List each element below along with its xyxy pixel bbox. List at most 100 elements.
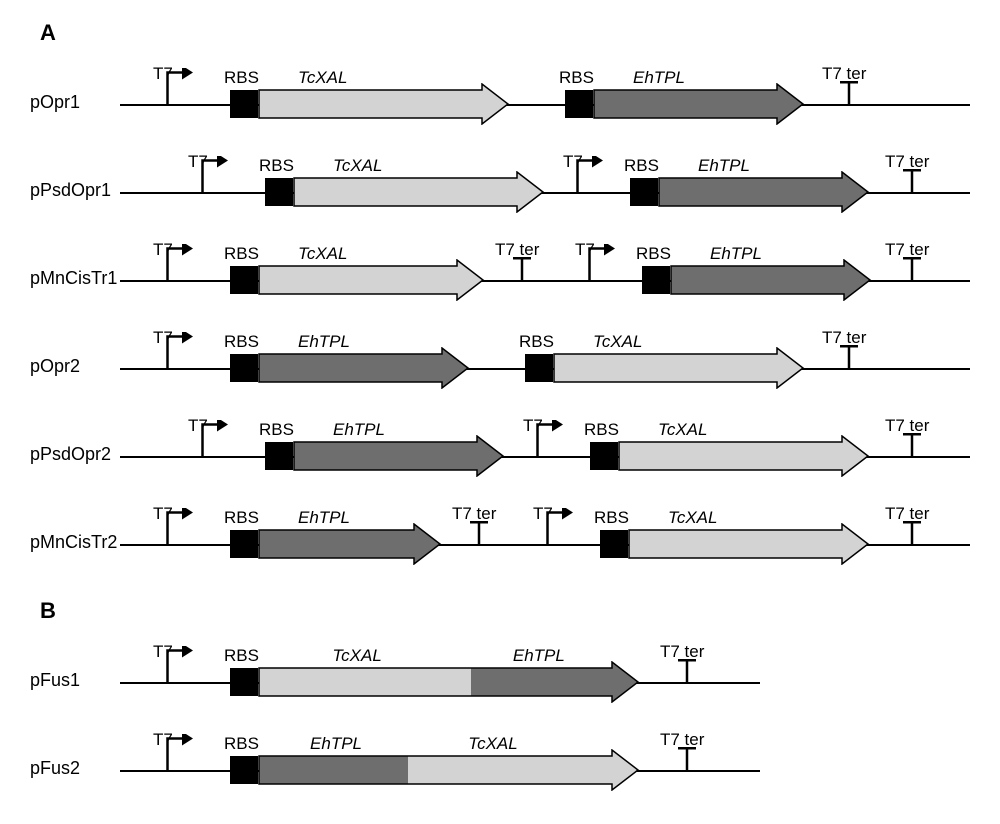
rbs-label: RBS [224, 244, 259, 264]
gene-TcXAL [628, 530, 870, 570]
construct-name: pPsdOpr2 [30, 444, 111, 465]
gene-EhTPL [293, 442, 505, 482]
gene-arrow [258, 259, 485, 301]
terminator-icon [840, 345, 858, 368]
gene-arrow [258, 523, 442, 565]
construct-pPsdOpr2: pPsdOpr2 T7RBS EhTPL T7RBS TcXAL T7 ter [10, 402, 990, 482]
rbs-box [630, 178, 658, 206]
gene-arrow [293, 171, 545, 213]
construct-pFus2: pFus2 T7RBS EhTPLTcXAL T7 ter [10, 716, 990, 796]
t7-promoter-label: T7 [153, 730, 173, 750]
t7-promoter-label: T7 [523, 416, 543, 436]
t7-terminator [903, 433, 921, 461]
t7-terminator [903, 521, 921, 549]
rbs-box [642, 266, 670, 294]
rbs-label: RBS [519, 332, 554, 352]
gene-TcXAL [293, 178, 545, 218]
panel-a-constructs: pOpr1 T7 RBS TcXAL RBS EhTPL T7 ter pPsdOpr… [10, 50, 990, 570]
gene-label: TcXAL [298, 244, 347, 264]
construct-pMnCisTr1: pMnCisTr1 T7RBS TcXAL T7 ter T7RBS EhTPL… [10, 226, 990, 306]
panel-a-label: A [40, 20, 990, 46]
rbs-box [600, 530, 628, 558]
construct-name: pMnCisTr1 [30, 268, 117, 289]
construct-pPsdOpr1: pPsdOpr1 T7RBS TcXAL T7RBS EhTPL T7 ter [10, 138, 990, 218]
gene-arrow [628, 523, 870, 565]
rbs-label: RBS [259, 420, 294, 440]
t7-terminator-label: T7 ter [885, 416, 929, 436]
gene-label: EhTPL [633, 68, 685, 88]
t7-terminator-label: T7 ter [660, 730, 704, 750]
rbs-label: RBS [259, 156, 294, 176]
t7-terminator [903, 257, 921, 285]
t7-terminator [678, 659, 696, 687]
t7-terminator-label: T7 ter [452, 504, 496, 524]
rbs-label: RBS [624, 156, 659, 176]
rbs-label: RBS [224, 646, 259, 666]
gene-EhTPL [670, 266, 872, 306]
terminator-icon [903, 521, 921, 544]
gene-arrow [593, 83, 805, 125]
rbs-box [230, 354, 258, 382]
construct-name: pFus2 [30, 758, 80, 779]
rbs-label: RBS [594, 508, 629, 528]
rbs-label: RBS [224, 508, 259, 528]
rbs-label: RBS [636, 244, 671, 264]
t7-terminator-label: T7 ter [660, 642, 704, 662]
t7-terminator [903, 169, 921, 197]
t7-terminator [840, 345, 858, 373]
gene-TcXAL [618, 442, 870, 482]
rbs-box [265, 442, 293, 470]
gene-arrow [258, 83, 510, 125]
gene-arrow [553, 347, 805, 389]
rbs-box [230, 266, 258, 294]
terminator-icon [903, 169, 921, 192]
rbs-box [230, 668, 258, 696]
gene-label: TcXAL [298, 68, 347, 88]
gene-label: TcXAL [468, 734, 517, 754]
gene-TcXAL [258, 90, 510, 130]
gene-label: EhTPL [298, 508, 350, 528]
rbs-label: RBS [559, 68, 594, 88]
gene-EhTPL [258, 354, 470, 394]
rbs-label: RBS [224, 68, 259, 88]
t7-promoter-label: T7 [188, 416, 208, 436]
t7-promoter-label: T7 [153, 64, 173, 84]
terminator-icon [840, 81, 858, 104]
gene-label: EhTPL [333, 420, 385, 440]
construct-name: pOpr1 [30, 92, 80, 113]
construct-name: pPsdOpr1 [30, 180, 111, 201]
rbs-box [265, 178, 293, 206]
fusion-gene [258, 756, 640, 796]
terminator-icon [678, 747, 696, 770]
rbs-box [590, 442, 618, 470]
construct-pOpr1: pOpr1 T7RBS TcXALRBS EhTPL T7 ter [10, 50, 990, 130]
construct-pOpr2: pOpr2 T7RBS EhTPLRBS TcXAL T7 ter [10, 314, 990, 394]
gene-label: EhTPL [513, 646, 565, 666]
gene-label: TcXAL [593, 332, 642, 352]
rbs-box [565, 90, 593, 118]
fusion-gene-arrow [258, 749, 640, 791]
t7-terminator-label: T7 ter [885, 504, 929, 524]
gene-label: TcXAL [332, 646, 381, 666]
t7-terminator [513, 257, 531, 285]
t7-promoter-label: T7 [188, 152, 208, 172]
t7-terminator-label: T7 ter [822, 328, 866, 348]
t7-promoter-label: T7 [575, 240, 595, 260]
gene-label: EhTPL [310, 734, 362, 754]
t7-promoter-label: T7 [533, 504, 553, 524]
terminator-icon [678, 659, 696, 682]
panel-b-constructs: pFus1 T7RBS TcXALEhTPL T7 terpFus2 T7RBS… [10, 628, 990, 796]
rbs-box [525, 354, 553, 382]
construct-pMnCisTr2: pMnCisTr2 T7RBS EhTPL T7 ter T7RBS TcXAL… [10, 490, 990, 570]
gene-label: EhTPL [710, 244, 762, 264]
t7-terminator-label: T7 ter [885, 152, 929, 172]
construct-name: pMnCisTr2 [30, 532, 117, 553]
gene-label: EhTPL [698, 156, 750, 176]
fusion-gene [258, 668, 640, 708]
gene-EhTPL [258, 530, 442, 570]
gene-EhTPL [658, 178, 870, 218]
t7-promoter-label: T7 [153, 642, 173, 662]
terminator-icon [513, 257, 531, 280]
rbs-box [230, 756, 258, 784]
terminator-icon [903, 433, 921, 456]
